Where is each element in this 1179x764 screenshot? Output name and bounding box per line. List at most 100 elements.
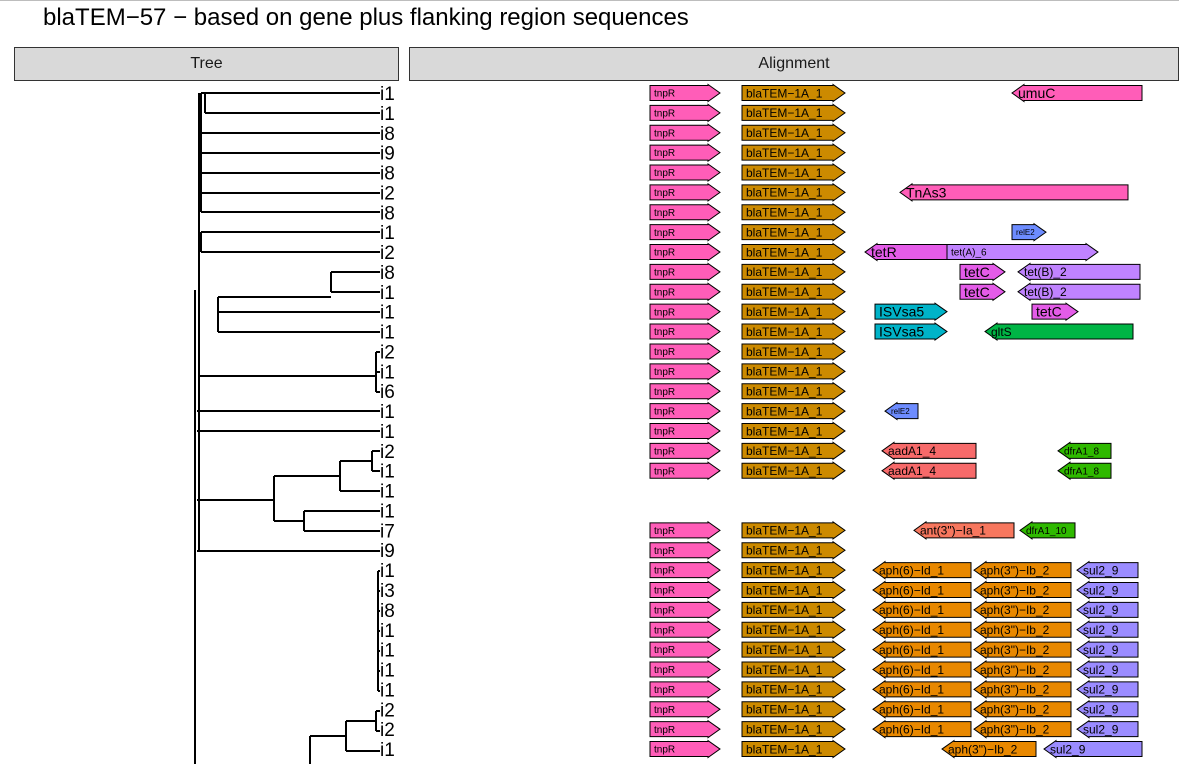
gene-label: ISVsa5 (879, 324, 924, 340)
gene-label: aph(3")−Ib_2 (980, 722, 1050, 736)
gene-label: sul2_9 (1083, 643, 1119, 657)
gene-label: blaTEM−1A_1 (746, 643, 823, 657)
gene-arrow-shape (741, 679, 846, 699)
gene-tnpR: tnpR (649, 560, 721, 580)
gene-arrow-shape (741, 640, 846, 660)
gene-label: aph(3")−Ib_2 (980, 623, 1050, 637)
gene-arrow-shape (1043, 739, 1143, 759)
gene-sul2: sul2_9 (1076, 580, 1139, 600)
gene-tnpR: tnpR (649, 83, 721, 103)
gene-arrow-shape (959, 282, 1006, 302)
gene-tnpR: tnpR (649, 182, 721, 202)
gene-arrow-shape (741, 699, 846, 719)
tip-label: i1 (380, 104, 395, 125)
tip-label: i1 (380, 283, 395, 304)
gene-tnpR: tnpR (649, 520, 721, 540)
gene-sul2: sul2_9 (1076, 679, 1139, 699)
tip-label: i7 (380, 521, 395, 542)
gene-label: aadA1_4 (888, 464, 936, 478)
gene-tnpR: tnpR (649, 699, 721, 719)
gene-arrow-shape (649, 739, 721, 759)
gene-arrow-shape (649, 401, 721, 421)
gene-label: aph(3")−Ib_2 (980, 603, 1050, 617)
gene-tnpR: tnpR (649, 600, 721, 620)
gene-arrow-shape (741, 242, 846, 262)
gene-arrow-shape (741, 282, 846, 302)
tip-label: i2 (380, 720, 395, 741)
gene-label: tet(B)_2 (1024, 285, 1067, 299)
gene-blaTEM: blaTEM−1A_1 (741, 699, 846, 719)
gene-arrow-shape (649, 381, 721, 401)
gene-label: blaTEM−1A_1 (746, 265, 823, 279)
gene-label: tetC (1036, 304, 1062, 320)
gene-arrows: tnpR blaTEM−1A_1 umuC tnpR blaTEM−1A_1 tnpR bl… (649, 83, 1143, 759)
gene-tetB: tet(B)_2 (1017, 262, 1141, 282)
gene-label: aph(6)−Id_1 (879, 603, 944, 617)
gene-arrow-shape (1076, 600, 1139, 620)
gene-tnpR: tnpR (649, 322, 721, 342)
gene-arrow-shape (649, 242, 721, 262)
gene-label: tnpR (654, 645, 675, 656)
tip-label: i2 (380, 442, 395, 463)
gene-arrow-shape (1011, 83, 1143, 103)
gene-label: blaTEM−1A_1 (746, 225, 823, 239)
gene-aph3: aph(3")−Ib_2 (973, 679, 1072, 699)
gene-label: tnpR (654, 665, 675, 676)
gene-arrow-shape (881, 441, 977, 461)
gene-arrow-shape (741, 163, 846, 182)
gene-arrow-shape (649, 282, 721, 302)
gene-blaTEM: blaTEM−1A_1 (741, 163, 846, 182)
gene-blaTEM: blaTEM−1A_1 (741, 660, 846, 679)
gene-label: tnpR (654, 566, 675, 577)
gene-label: aph(6)−Id_1 (879, 643, 944, 657)
gene-arrow-shape (741, 660, 846, 679)
gene-arrow-shape (973, 620, 1072, 640)
gene-label: aph(6)−Id_1 (879, 663, 944, 677)
gene-arrow-shape (741, 123, 846, 143)
gene-arrow-shape (899, 182, 1129, 202)
gene-tnpR: tnpR (649, 421, 721, 441)
gene-arrow-shape (649, 421, 721, 441)
gene-tetR: tetR (864, 242, 948, 262)
gene-label: tnpR (654, 307, 675, 318)
plot-title: blaTEM−57 − based on gene plus flanking … (43, 4, 689, 31)
gene-label: aph(6)−Id_1 (879, 703, 944, 717)
gene-label: tnpR (654, 466, 675, 477)
gene-blaTEM: blaTEM−1A_1 (741, 719, 846, 739)
gene-arrow-shape (872, 600, 972, 620)
gene-label: dfrA1_8 (1064, 446, 1099, 457)
gene-tnpR: tnpR (649, 143, 721, 163)
gene-sul2: sul2_9 (1076, 560, 1139, 580)
gene-arrow-shape (872, 620, 972, 640)
tip-label: i1 (380, 621, 395, 642)
gene-arrow-shape (872, 560, 972, 580)
tip-label: i1 (380, 482, 395, 503)
gene-blaTEM: blaTEM−1A_1 (741, 401, 846, 421)
gene-blaTEM: blaTEM−1A_1 (741, 103, 846, 123)
gene-arrow-shape (741, 540, 846, 560)
gene-label: sul2_9 (1083, 603, 1119, 617)
gene-label: blaTEM−1A_1 (746, 544, 823, 558)
gene-label: sul2_9 (1083, 703, 1119, 717)
gene-label: tnpR (654, 685, 675, 696)
gene-aadA1: aadA1_4 (881, 461, 977, 481)
gene-tetA: tet(A)_6 (946, 242, 1099, 262)
gene-label: tetC (964, 264, 990, 280)
gene-dfrA1: dfrA1_8 (1057, 461, 1112, 481)
gene-arrow-shape (1076, 699, 1139, 719)
gene-arrow-shape (649, 163, 721, 182)
tip-label: i8 (380, 601, 395, 622)
gene-label: sul2_9 (1083, 722, 1119, 736)
gene-label: blaTEM−1A_1 (746, 166, 823, 180)
gene-label: blaTEM−1A_1 (746, 583, 823, 597)
alignment-panel-header: Alignment (409, 47, 1179, 81)
gene-label: blaTEM−1A_1 (746, 146, 823, 160)
gene-arrow-shape (973, 660, 1072, 679)
gene-label: tnpR (654, 148, 675, 159)
gene-aph6: aph(6)−Id_1 (872, 560, 972, 580)
gene-arrow-shape (1076, 660, 1139, 679)
gene-blaTEM: blaTEM−1A_1 (741, 580, 846, 600)
gene-label: ISVsa5 (879, 304, 924, 320)
gene-blaTEM: blaTEM−1A_1 (741, 620, 846, 640)
